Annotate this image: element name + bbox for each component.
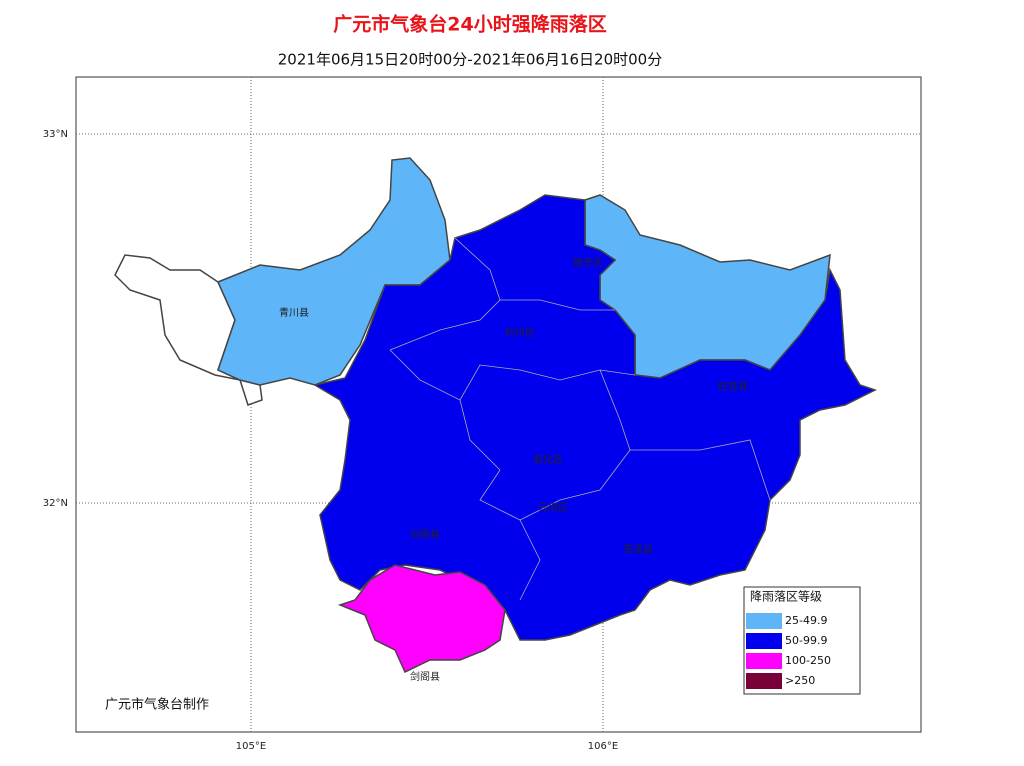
county-borders [389, 237, 771, 601]
legend-swatch [746, 673, 782, 689]
lat-label: 32°N [43, 498, 68, 509]
lat-label: 33°N [43, 129, 68, 140]
county-label: 利州区 [505, 327, 535, 339]
county-label: 苍溪县 [623, 543, 653, 556]
county-label: 青川县 [279, 306, 309, 319]
rain-area [337, 564, 506, 674]
rain-area [313, 194, 877, 641]
subtitle: 2021年06月15日20时00分-2021年06月16日20时00分 [278, 51, 662, 69]
footer: 广元市气象台制作 [105, 697, 209, 713]
lon-label: 105°E [236, 741, 266, 752]
county-label: 剑阁县 [410, 670, 440, 683]
map-frame [75, 76, 922, 733]
lon-label: 106°E [588, 741, 618, 752]
legend-title: 降雨落区等级 [750, 590, 822, 604]
legend-items: 25-49.9 50-99.9 100-250 >250 [746, 613, 831, 689]
legend-label: 100-250 [785, 654, 831, 667]
legend-label: 25-49.9 [785, 614, 827, 627]
county-label: 旺苍县 [718, 380, 748, 393]
legend-label: >250 [785, 674, 815, 687]
legend-swatch [746, 613, 782, 629]
county-label: 剑阁县 [410, 528, 440, 541]
title: 广元市气象台24小时强降雨落区 [333, 13, 606, 36]
county-label: 昭化区 [533, 453, 563, 466]
county-label: 元坝区 [538, 502, 568, 514]
legend-swatch [746, 653, 782, 669]
legend-label: 50-99.9 [785, 634, 827, 647]
legend-swatch [746, 633, 782, 649]
county-label: 朝天区 [573, 257, 603, 269]
